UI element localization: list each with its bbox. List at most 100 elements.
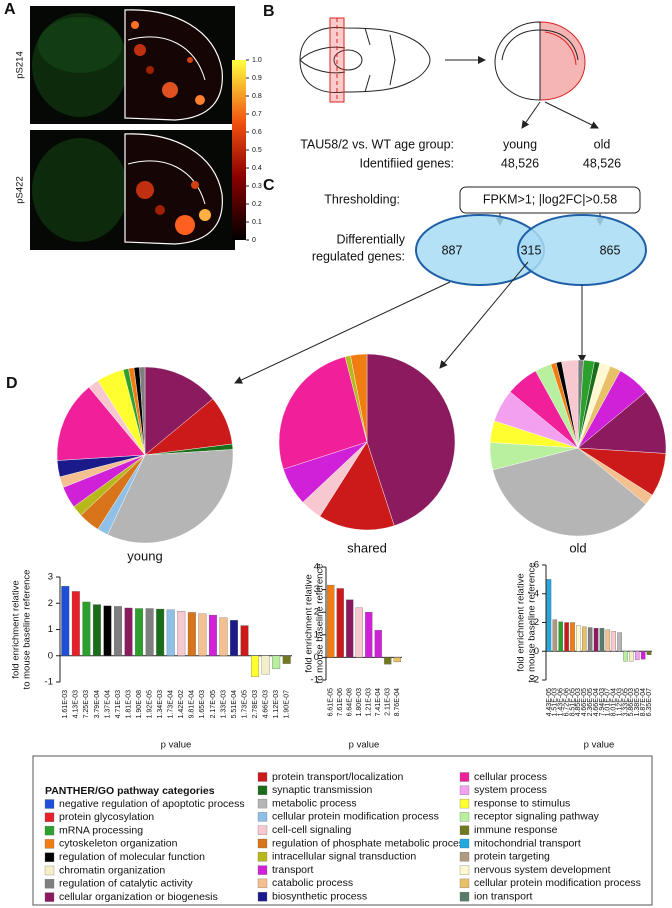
x-tick-label: 6.61E-05 xyxy=(328,688,335,717)
brain-section xyxy=(494,21,586,101)
x-tick-label: 2.11E-03 xyxy=(385,688,392,716)
legend-label: mRNA processing xyxy=(59,824,143,836)
legend-label: negative regulation of apoptotic process xyxy=(59,798,245,810)
y-axis-label: to mouse baseline reference xyxy=(22,570,33,690)
genes: 48,526 xyxy=(501,156,539,170)
y-tick-label: 2 xyxy=(534,617,539,628)
legend-label: regulation of catalytic activity xyxy=(59,878,193,890)
bar xyxy=(92,604,101,656)
pie-slice xyxy=(107,449,234,544)
pie-slice xyxy=(577,391,667,454)
x-tick-label: 1.51E-03 xyxy=(552,688,559,717)
y-tick-label: -1 xyxy=(311,675,319,686)
bar xyxy=(576,625,581,652)
group: old xyxy=(594,137,611,151)
y-tick-label: 6 xyxy=(534,560,539,571)
legend-label: cellular protein modification process xyxy=(474,877,641,889)
arrow xyxy=(544,101,599,129)
bar xyxy=(558,621,563,652)
arrow xyxy=(234,281,451,384)
legend-swatch xyxy=(459,865,470,875)
bar xyxy=(166,609,175,656)
bar xyxy=(593,628,599,652)
pie-slice xyxy=(319,441,395,531)
colorbar-tick-label: 0.8 xyxy=(252,93,262,100)
bar xyxy=(327,584,335,658)
x-tick-label: 7.61E-06 xyxy=(337,688,344,717)
bar xyxy=(156,608,165,656)
pie-title: young xyxy=(127,548,162,563)
x-tick-label: 6.72E-06 xyxy=(563,688,570,717)
x-tick-label: 4.71E-03 xyxy=(115,690,122,719)
y-tick-label: 0 xyxy=(48,650,53,661)
bar xyxy=(635,651,640,661)
bar xyxy=(82,601,91,656)
legend-label: regulation of molecular function xyxy=(59,851,205,863)
bar xyxy=(570,622,575,652)
x-tick-label: 1.73E-05 xyxy=(241,690,248,719)
x-tick-label: 1.33E-03 xyxy=(220,690,227,719)
colorbar-tick-label: 0.3 xyxy=(252,183,262,190)
y-axis-label: fold enrichment relative xyxy=(304,574,315,672)
venn-count: 315 xyxy=(521,243,542,257)
legend-label: cellular process xyxy=(474,771,547,783)
bar xyxy=(61,586,70,656)
legend-label: metabolic process xyxy=(272,797,357,809)
bar xyxy=(261,655,270,675)
y-tick-label: 0 xyxy=(534,646,539,657)
legend-title: PANTHER/GO pathway categories xyxy=(45,785,215,797)
x-tick-label: 4.13E-03 xyxy=(73,690,80,719)
colorbar-tick-label: 0 xyxy=(252,237,256,244)
x-tick-label: 4.43E-05 xyxy=(546,688,553,717)
legend-swatch xyxy=(459,852,470,862)
legend-label: catabolic process xyxy=(272,877,353,889)
pie-slice xyxy=(278,356,368,470)
bar xyxy=(393,657,401,663)
colorbar-tick-label: 0.7 xyxy=(252,111,262,118)
legend-label: protein glycosylation xyxy=(59,811,154,823)
arrow xyxy=(439,261,529,369)
bar xyxy=(103,605,112,656)
x-tick-label: 6.35E-07 xyxy=(646,688,653,717)
legend-swatch xyxy=(459,825,470,835)
bar xyxy=(240,625,249,656)
bar xyxy=(135,608,144,656)
venn-count: 887 xyxy=(442,243,463,257)
legend-label: regulation of phosphate metabolic proces… xyxy=(272,837,469,849)
bar xyxy=(365,612,373,658)
brain-top-view xyxy=(299,17,431,103)
x-tick-label: 8.01E-04 xyxy=(611,688,618,717)
pie-slice xyxy=(144,366,214,456)
genes: 48,526 xyxy=(583,156,621,170)
legend-swatch xyxy=(257,798,268,809)
colorbar-tick-label: 0.1 xyxy=(252,219,262,226)
y-tick-label: 1 xyxy=(314,629,319,640)
y-tick-label: -1 xyxy=(45,677,53,688)
legend-label: cytoskeleton organization xyxy=(59,838,178,850)
panel-label: A xyxy=(4,1,16,18)
bar xyxy=(124,607,133,656)
y-tick-label: 2 xyxy=(48,598,53,609)
x-tick-label: 4.66E-03 xyxy=(262,690,269,719)
x-tick-label: 1.90E-07 xyxy=(284,690,291,719)
x-tick-label: 1.90E-08 xyxy=(136,690,143,719)
group: young xyxy=(503,137,537,151)
x-tick-label: 8.51E-05 xyxy=(569,688,576,717)
legend-swatch xyxy=(257,825,268,835)
legend-swatch xyxy=(44,825,55,836)
genes-label: Identifiied genes: xyxy=(359,156,454,170)
legend-swatch xyxy=(257,772,268,782)
x-tick-label: 1.34E-03 xyxy=(157,690,164,719)
bar xyxy=(336,588,344,658)
legend-label: cell-cell signaling xyxy=(272,824,352,836)
x-tick-label: 1.73E-04 xyxy=(168,690,175,719)
y-axis-label: to mouse baseline reference xyxy=(315,564,326,684)
x-tick-label: 1.21E-03 xyxy=(366,688,373,717)
bar xyxy=(346,599,354,658)
colorbar-tick-label: 0.5 xyxy=(252,147,262,154)
legend-label: mitochondrial transport xyxy=(474,837,581,849)
panel-label: D xyxy=(6,375,18,392)
legend-label: immune response xyxy=(474,824,558,836)
legend-label: transport xyxy=(272,864,314,876)
legend-swatch xyxy=(44,865,55,876)
